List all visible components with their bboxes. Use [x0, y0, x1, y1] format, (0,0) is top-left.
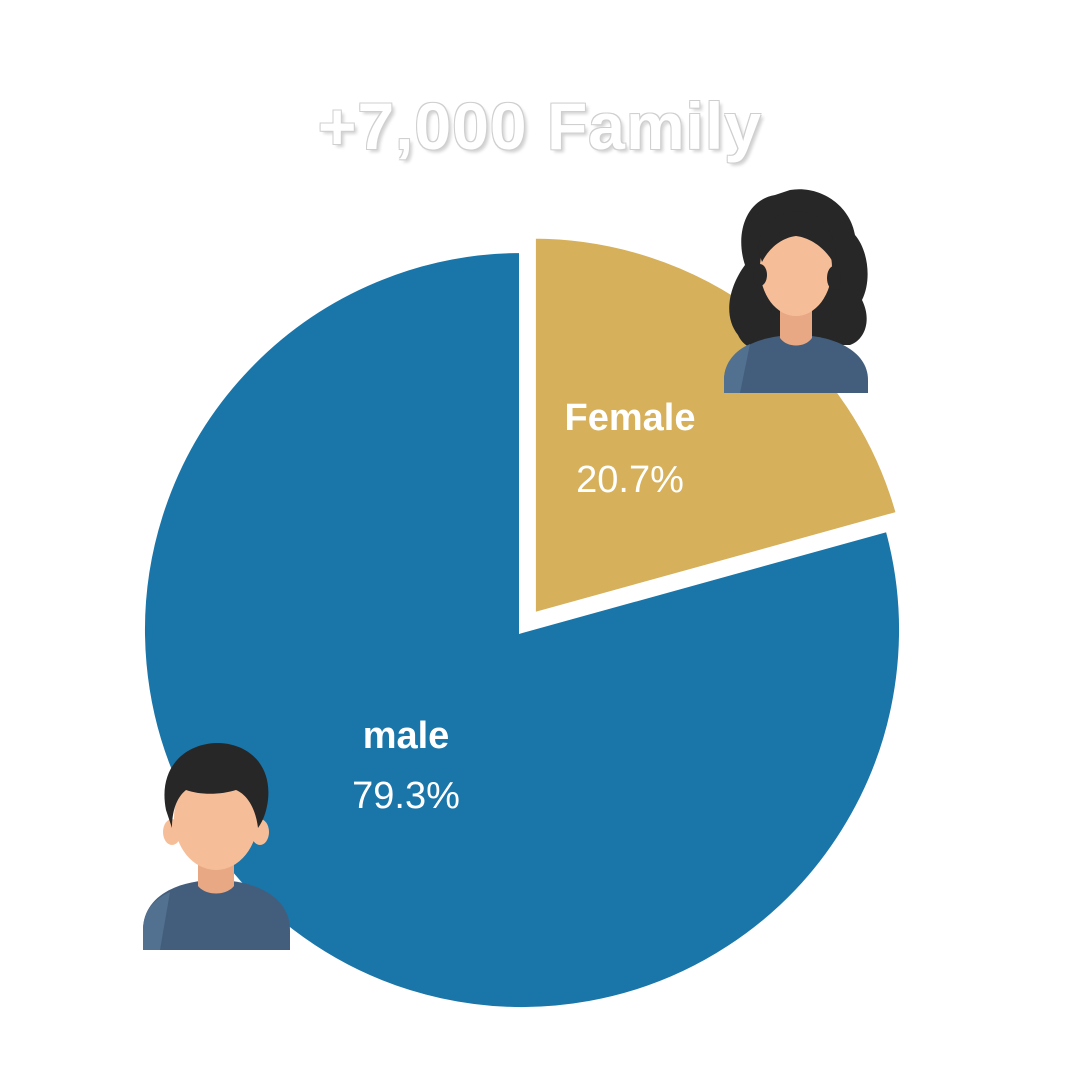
pie-slice-male [139, 246, 905, 1013]
slice-label-female: Female [565, 397, 696, 439]
pie-slices [139, 232, 905, 1013]
man-avatar-icon [143, 742, 290, 950]
slice-label-male: male [363, 715, 450, 757]
woman-avatar-icon [724, 189, 868, 393]
slice-value-female: 20.7% [576, 459, 684, 501]
chart-title: +7,000 Family [317, 89, 763, 163]
slice-value-male: 79.3% [352, 775, 460, 817]
